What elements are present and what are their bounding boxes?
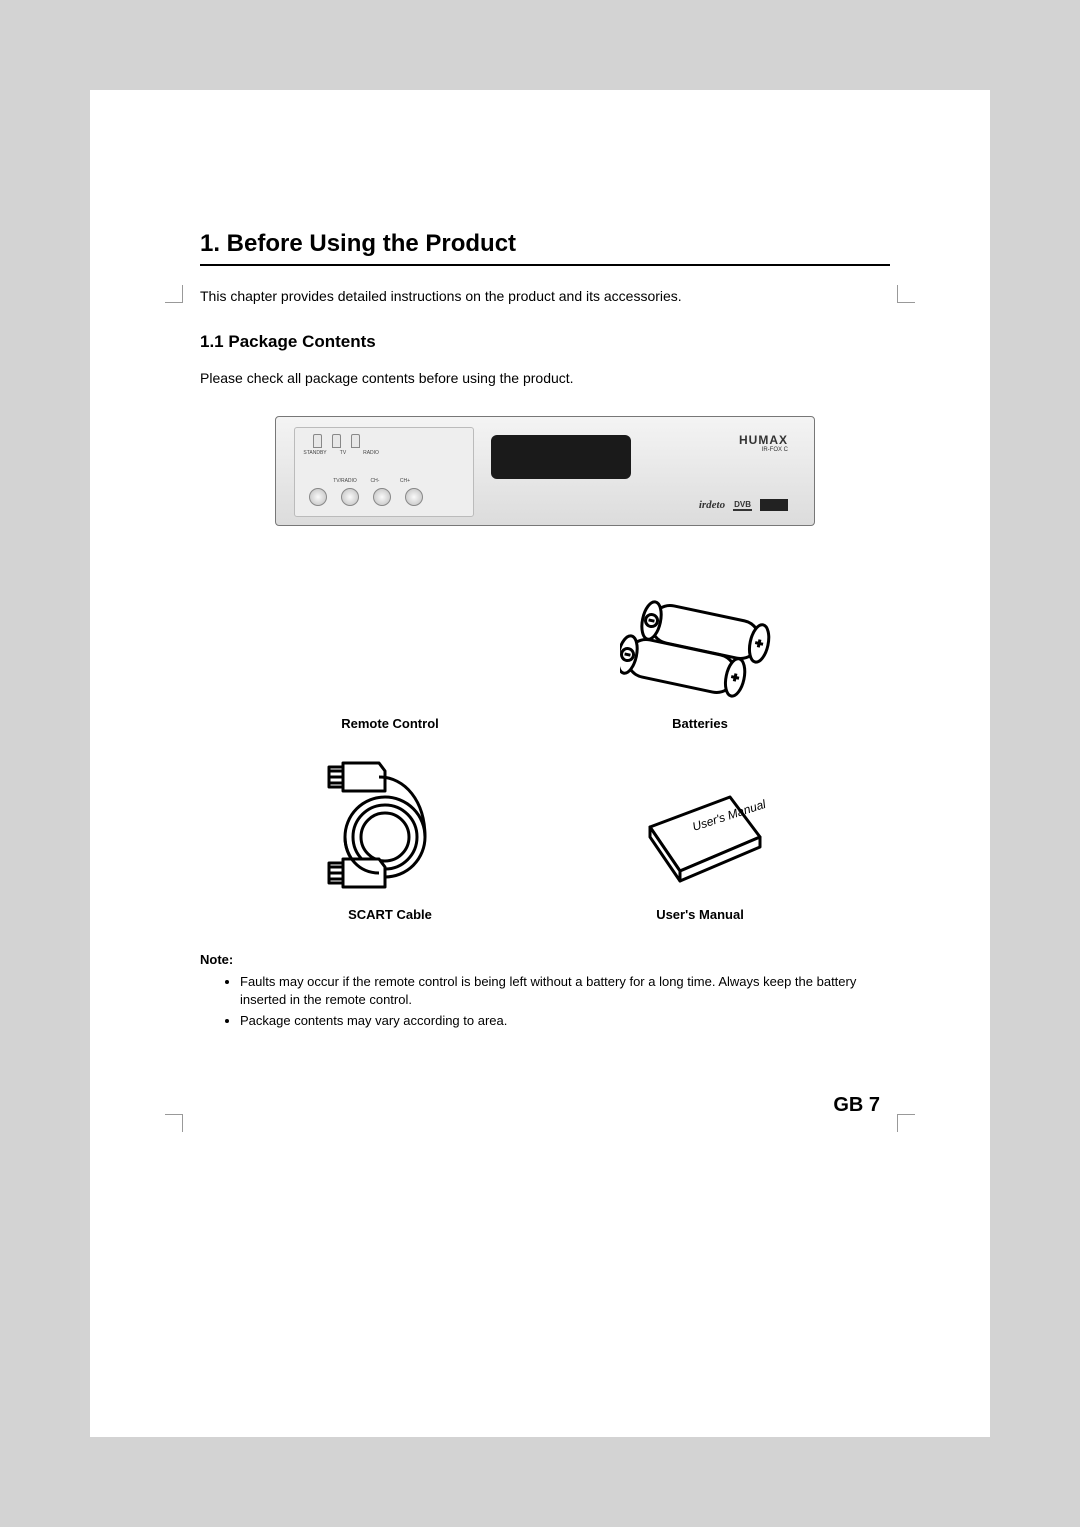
- note-label: Note:: [200, 952, 890, 967]
- crop-mark: [165, 285, 183, 303]
- page-number: GB 7: [833, 1094, 880, 1117]
- section-intro: Please check all package contents before…: [200, 370, 890, 386]
- dvb-logo: DVB: [733, 500, 752, 511]
- chapter-intro: This chapter provides detailed instructi…: [200, 288, 890, 304]
- led-icon: [313, 434, 322, 448]
- led-label: TV: [331, 450, 355, 456]
- crop-mark: [165, 1114, 183, 1132]
- content-item-batteries: Batteries: [575, 566, 825, 731]
- header-bar: [90, 90, 990, 202]
- note-block: Note: Faults may occur if the remote con…: [200, 952, 890, 1030]
- content-item-remote: Remote Control: [265, 566, 515, 731]
- remote-icon: [265, 566, 515, 706]
- button-labels: TV/RADIO CH- CH+: [303, 478, 417, 484]
- content-caption: User's Manual: [575, 907, 825, 922]
- section-title: 1.1 Package Contents: [200, 332, 890, 352]
- device-front-panel: STANDBY TV RADIO TV/RADIO CH- CH+: [294, 427, 474, 517]
- header-divider: [186, 90, 187, 202]
- led-label: RADIO: [359, 450, 383, 456]
- note-item: Faults may occur if the remote control i…: [240, 973, 890, 1008]
- chapter-title: 1. Before Using the Product: [200, 230, 890, 266]
- brand-model: IR-FOX C: [739, 447, 788, 453]
- button-label: CH+: [393, 478, 417, 484]
- device-leds: [313, 434, 360, 448]
- ch-down-button-icon: [373, 488, 391, 506]
- led-icon: [351, 434, 360, 448]
- dolby-logo-icon: [760, 499, 788, 511]
- crop-mark: [897, 1114, 915, 1132]
- led-icon: [332, 434, 341, 448]
- device-brand: HUMAX IR-FOX C: [739, 433, 788, 453]
- manual-page: 1. Before Using the Product This chapter…: [90, 90, 990, 1437]
- manual-icon: User's Manual: [575, 757, 825, 897]
- brand-text: HUMAX: [739, 433, 788, 447]
- note-list: Faults may occur if the remote control i…: [200, 973, 890, 1030]
- content-item-manual: User's Manual User's Manual: [575, 757, 825, 922]
- button-label: TV/RADIO: [333, 478, 357, 484]
- device-display-icon: [491, 435, 631, 479]
- scart-cable-icon: [265, 757, 515, 897]
- tvradio-button-icon: [341, 488, 359, 506]
- content-caption: SCART Cable: [265, 907, 515, 922]
- device-buttons: [309, 488, 423, 506]
- crop-mark: [897, 285, 915, 303]
- button-label: CH-: [363, 478, 387, 484]
- content-area: 1. Before Using the Product This chapter…: [200, 230, 890, 1034]
- ch-up-button-icon: [405, 488, 423, 506]
- batteries-icon: [575, 566, 825, 706]
- content-item-scart: SCART Cable: [265, 757, 515, 922]
- content-caption: Remote Control: [265, 716, 515, 731]
- button-label: [303, 478, 327, 484]
- cas-logo: irdeto: [699, 499, 725, 511]
- package-contents-grid: Remote Control: [265, 566, 825, 922]
- device-logos: irdeto DVB: [699, 499, 788, 511]
- note-item: Package contents may vary according to a…: [240, 1012, 890, 1030]
- led-labels: STANDBY TV RADIO: [303, 450, 383, 456]
- led-label: STANDBY: [303, 450, 327, 456]
- power-button-icon: [309, 488, 327, 506]
- device-illustration: STANDBY TV RADIO TV/RADIO CH- CH+: [275, 416, 815, 526]
- content-caption: Batteries: [575, 716, 825, 731]
